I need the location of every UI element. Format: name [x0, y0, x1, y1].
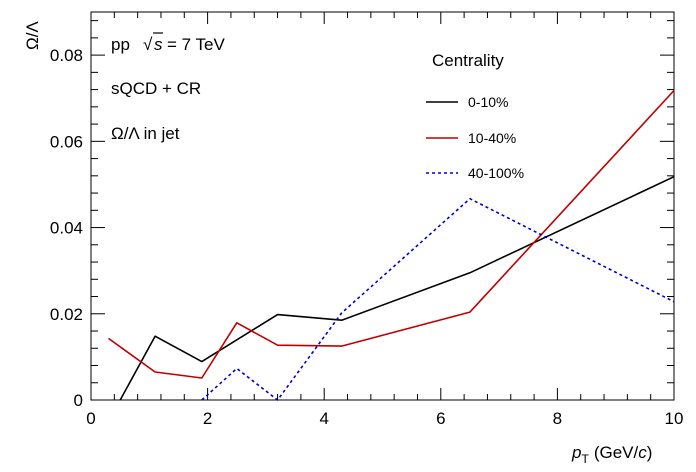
- x-tick-label: 2: [203, 409, 212, 428]
- tick-labels: 0 2 4 6 8 10 0 0.02 0.04 0.06 0.08: [50, 46, 684, 428]
- annotation-ratio: Ω/Λ in jet: [111, 124, 180, 143]
- series-lines: [108, 89, 675, 401]
- y-tick-label: 0: [74, 391, 83, 410]
- series-line-2: [201, 197, 675, 401]
- sqrt-symbol: √: [143, 35, 153, 54]
- annotation-system: pp: [111, 35, 130, 54]
- y-axis-title: Ω/Λ: [23, 21, 42, 50]
- plot-frame: [90, 11, 675, 401]
- energy-label: = 7 TeV: [167, 35, 225, 54]
- sqrt-var: s: [154, 35, 163, 54]
- y-tick-label: 0.06: [50, 132, 83, 151]
- x-title-main: p: [571, 443, 581, 462]
- legend-label-0: 0-10%: [468, 94, 508, 110]
- x-tick-label: 0: [86, 409, 95, 428]
- x-tick-label: 8: [553, 409, 562, 428]
- y-tick-label: 0.08: [50, 46, 83, 65]
- x-title-sub: T: [581, 452, 589, 466]
- x-title-unit: (GeV/: [594, 443, 639, 462]
- series-line-0: [119, 175, 675, 401]
- x-title-unit-italic: c: [638, 443, 647, 462]
- annotation-model: sQCD + CR: [111, 79, 201, 98]
- series-line-1: [108, 89, 675, 379]
- legend-label-2: 40-100%: [468, 165, 524, 181]
- x-tick-label: 6: [436, 409, 445, 428]
- x-title-close: ): [647, 443, 653, 462]
- legend-title: Centrality: [432, 51, 504, 70]
- x-tick-label: 4: [319, 409, 328, 428]
- legend-label-1: 10-40%: [468, 130, 516, 146]
- x-tick-label: 10: [665, 409, 684, 428]
- tick-marks: [90, 12, 675, 401]
- y-tick-label: 0.04: [50, 219, 83, 238]
- sqrt-s-label: √ s = 7 TeV: [143, 32, 225, 54]
- y-tick-label: 0.02: [50, 305, 83, 324]
- x-axis-title: pT (GeV/c): [571, 443, 652, 466]
- legend: 0-10% 10-40% 40-100%: [426, 94, 524, 181]
